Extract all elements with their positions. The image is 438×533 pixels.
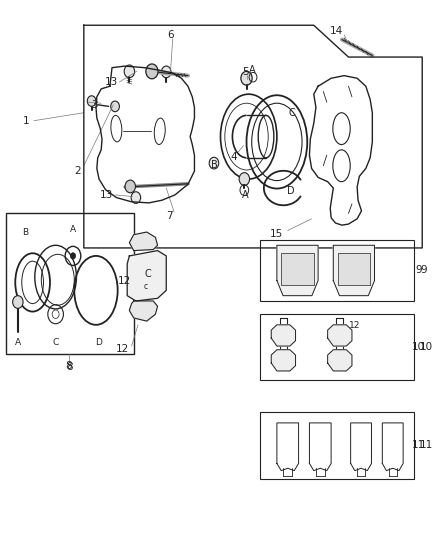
Text: 11: 11: [420, 440, 433, 450]
Circle shape: [146, 64, 158, 79]
Circle shape: [13, 296, 23, 309]
Text: 13: 13: [100, 190, 113, 200]
Text: A: A: [70, 225, 76, 234]
Text: C: C: [53, 338, 59, 347]
Text: c: c: [144, 281, 148, 290]
Bar: [260, 413, 413, 479]
Polygon shape: [271, 350, 296, 371]
Bar: [260, 240, 413, 301]
Text: 15: 15: [270, 229, 283, 239]
Bar: [6, 214, 134, 354]
Text: 12: 12: [116, 344, 129, 354]
Polygon shape: [328, 350, 352, 371]
Text: D: D: [95, 338, 102, 347]
Text: 6: 6: [167, 30, 174, 41]
Text: 9: 9: [415, 265, 422, 276]
Circle shape: [341, 259, 348, 267]
Text: C: C: [289, 108, 296, 118]
Polygon shape: [277, 245, 318, 296]
Text: 12: 12: [117, 276, 131, 286]
Text: A: A: [249, 66, 255, 75]
Text: 4: 4: [231, 152, 237, 162]
Text: 13: 13: [104, 77, 118, 87]
Circle shape: [131, 192, 141, 204]
Text: 3: 3: [92, 100, 98, 110]
Circle shape: [284, 259, 291, 267]
Circle shape: [162, 66, 171, 78]
Circle shape: [71, 253, 76, 259]
Circle shape: [239, 173, 250, 185]
Text: 2: 2: [74, 166, 81, 176]
Text: 5: 5: [242, 67, 248, 77]
Bar: [338, 253, 370, 285]
Polygon shape: [328, 325, 352, 346]
Polygon shape: [129, 232, 158, 251]
Circle shape: [300, 259, 307, 267]
Text: A: A: [15, 338, 21, 347]
Circle shape: [124, 65, 134, 78]
Bar: [281, 253, 314, 285]
Circle shape: [111, 101, 120, 112]
Text: B: B: [22, 228, 28, 237]
Text: 10: 10: [412, 342, 425, 352]
Text: 7: 7: [166, 211, 173, 221]
Polygon shape: [271, 325, 296, 346]
Text: 8: 8: [67, 362, 73, 372]
Circle shape: [125, 180, 135, 193]
Text: 14: 14: [330, 26, 343, 36]
Circle shape: [356, 259, 363, 267]
Circle shape: [87, 96, 96, 107]
Circle shape: [241, 71, 252, 85]
Text: B: B: [211, 160, 217, 169]
Text: A: A: [242, 190, 248, 200]
Polygon shape: [129, 301, 158, 321]
Polygon shape: [127, 251, 166, 301]
Text: 8: 8: [65, 361, 72, 371]
Text: 10: 10: [420, 342, 433, 352]
Text: D: D: [287, 186, 295, 196]
Circle shape: [209, 157, 219, 169]
Text: C: C: [144, 270, 151, 279]
Text: 1: 1: [23, 116, 30, 126]
Bar: [260, 314, 413, 381]
Polygon shape: [333, 245, 374, 296]
Text: 12: 12: [350, 321, 361, 330]
Text: 11: 11: [412, 440, 425, 450]
Text: 9: 9: [420, 265, 427, 276]
